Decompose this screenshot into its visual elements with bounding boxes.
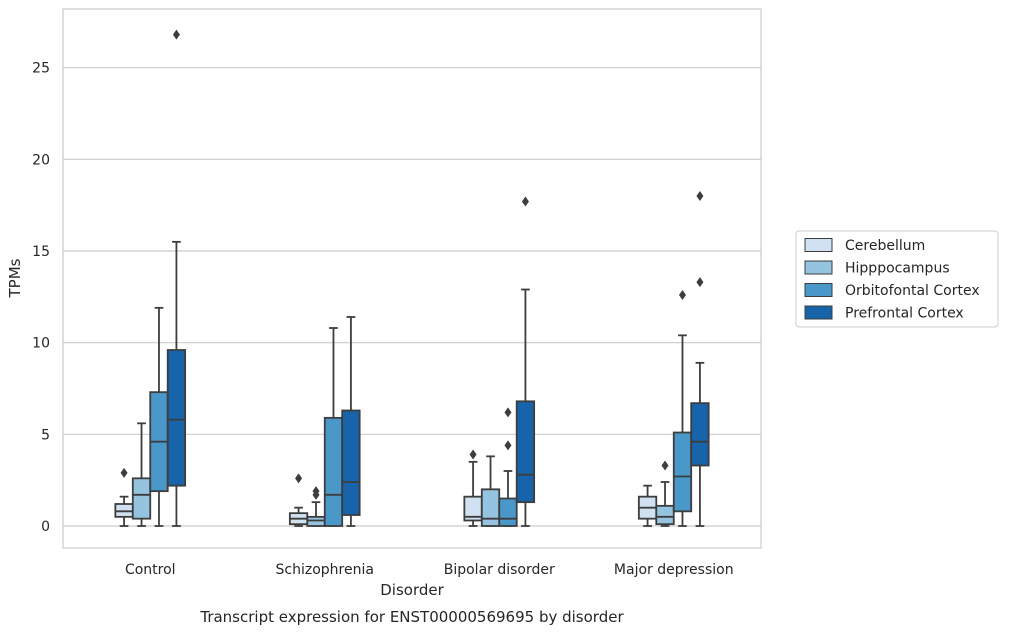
box-group [306,486,326,527]
outlier-point [120,467,128,478]
y-tick-label: 15 [32,244,50,260]
x-tick-labels: Control Schizophrenia Bipolar disorder Majo… [125,562,734,578]
legend: Cerebellum Hipppocampus Orbitofontal Corte… [795,230,999,328]
box-group [463,449,483,527]
x-axis-label: Disorder [380,581,444,599]
box-group [480,455,501,527]
box-group [690,191,710,527]
outlier-point [504,407,512,418]
box-group [131,422,152,527]
x-tick-label: Bipolar disorder [444,562,555,578]
box-group [498,407,518,527]
y-tick-label: 25 [32,61,50,77]
outlier-point [521,196,529,207]
y-tick-label: 10 [32,336,50,352]
box-group [114,467,134,527]
legend-swatch [804,260,833,275]
box-group [166,29,187,527]
legend-swatch [804,305,833,320]
legend-label: Hipppocampus [845,261,950,277]
box [672,431,693,513]
box-group [515,196,536,527]
outlier-point [504,440,512,451]
chart-caption: Transcript expression for ENST0000056969… [199,608,624,626]
box [655,504,675,526]
y-axis-label: TPMs [6,258,24,298]
box [306,515,326,527]
y-tick-labels: 0 5 10 15 20 25 [32,61,50,535]
box-group [637,484,658,527]
box [131,477,152,520]
box [166,349,187,487]
box [341,409,361,516]
x-tick-label: Schizophrenia [276,562,374,578]
box [480,488,501,527]
outlier-point [312,486,320,497]
box [498,497,518,527]
boxes [114,29,710,527]
box-group [655,460,675,527]
y-tick-label: 20 [32,152,50,168]
box-group [323,327,344,527]
box [515,400,536,504]
legend-label: Orbitofontal Cortex [845,283,980,299]
outlier-point [469,449,477,460]
legend-swatch [804,238,833,252]
y-tick-label: 5 [41,427,50,443]
outlier-point [661,460,669,471]
x-tick-label: Major depression [614,562,734,578]
x-tick-label: Control [125,562,176,578]
outlier-point [295,473,303,484]
outlier-point [696,191,704,201]
box [114,503,134,518]
outlier-point [678,290,686,300]
legend-label: Prefrontal Cortex [845,306,964,322]
legend-label: Cerebellum [845,238,925,254]
plot-frame [62,8,762,549]
outlier-point [172,29,180,40]
legend-swatch [804,283,833,297]
box [690,402,710,467]
box [323,416,344,527]
box-group [341,316,361,527]
y-tick-label: 0 [41,519,50,535]
outlier-point [696,277,704,288]
box-group [288,473,309,527]
box-group [149,306,169,527]
box-group [672,290,693,527]
legend-frame [795,230,999,328]
